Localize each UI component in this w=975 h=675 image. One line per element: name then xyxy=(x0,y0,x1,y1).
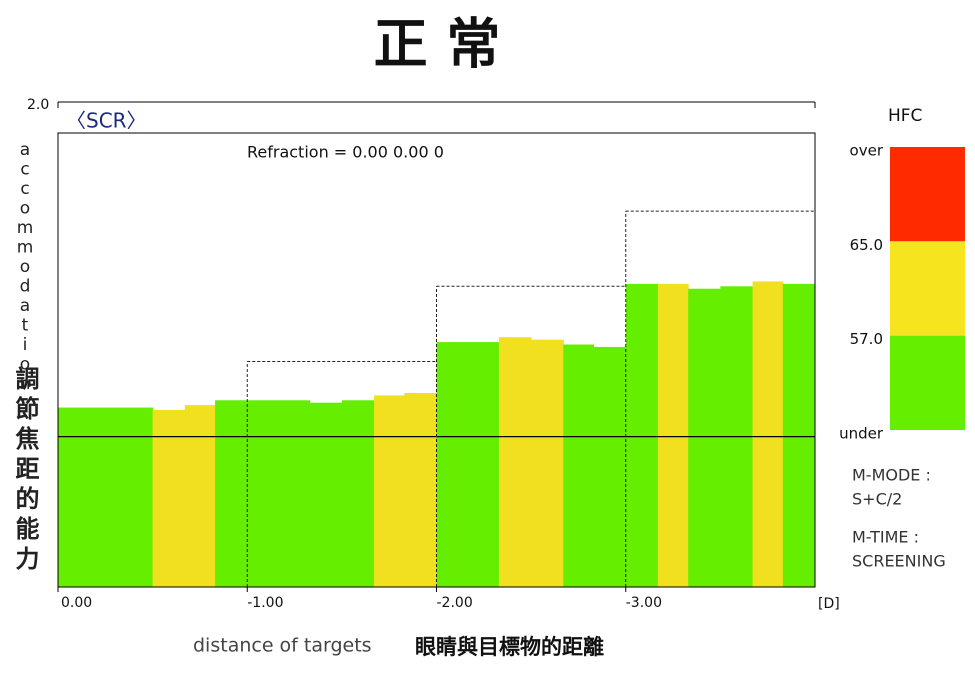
bar xyxy=(752,281,784,587)
bar xyxy=(498,337,532,587)
bar xyxy=(657,283,689,587)
mode-label: 〈SCR〉 xyxy=(66,109,147,133)
legend-band xyxy=(890,335,965,430)
bar xyxy=(152,409,186,587)
bar xyxy=(404,393,437,587)
bar xyxy=(625,283,659,587)
info-text: M-TIME : xyxy=(852,528,919,547)
x-axis-label-cn: 眼睛與目標物的距離 xyxy=(415,635,604,659)
x-tick-label: 0.00 xyxy=(61,595,92,611)
chart-title: 正 常 xyxy=(374,13,501,76)
info-text: SCREENING xyxy=(852,552,946,571)
bar xyxy=(563,344,595,587)
bar xyxy=(58,407,91,587)
legend-label: 57.0 xyxy=(850,330,883,348)
bar xyxy=(436,342,470,587)
x-tick-label: -1.00 xyxy=(247,595,283,611)
bar xyxy=(531,339,564,587)
bar xyxy=(688,288,721,587)
bar xyxy=(247,400,280,587)
legend-band xyxy=(890,241,965,336)
info-text: S+C/2 xyxy=(852,490,902,509)
x-tick-label: -3.00 xyxy=(626,595,662,611)
bar xyxy=(782,283,816,587)
y-axis-label-cn: 調節焦距的能力 xyxy=(11,366,39,576)
y-axis-label: accommodation xyxy=(15,140,35,394)
x-unit: [D] xyxy=(818,596,840,612)
bar xyxy=(279,400,311,587)
bar xyxy=(468,342,500,587)
legend-band xyxy=(890,147,965,242)
info-text: M-MODE : xyxy=(852,466,931,485)
x-tick-label: -2.00 xyxy=(437,595,473,611)
legend-label: over xyxy=(850,142,884,160)
bar xyxy=(184,405,216,587)
annotation: Refraction = 0.00 0.00 0 xyxy=(247,143,444,162)
bar xyxy=(90,407,121,587)
bar xyxy=(341,400,375,587)
y-tick-label: 2.0 xyxy=(27,97,49,113)
legend-label: under xyxy=(839,425,884,443)
bar xyxy=(374,395,405,587)
bar xyxy=(309,402,343,587)
legend-title: HFC xyxy=(888,106,922,126)
legend-label: 65.0 xyxy=(850,236,883,254)
x-axis-label: distance of targets xyxy=(193,635,372,657)
bar xyxy=(593,346,627,587)
bar xyxy=(120,407,154,587)
bar xyxy=(215,400,248,587)
